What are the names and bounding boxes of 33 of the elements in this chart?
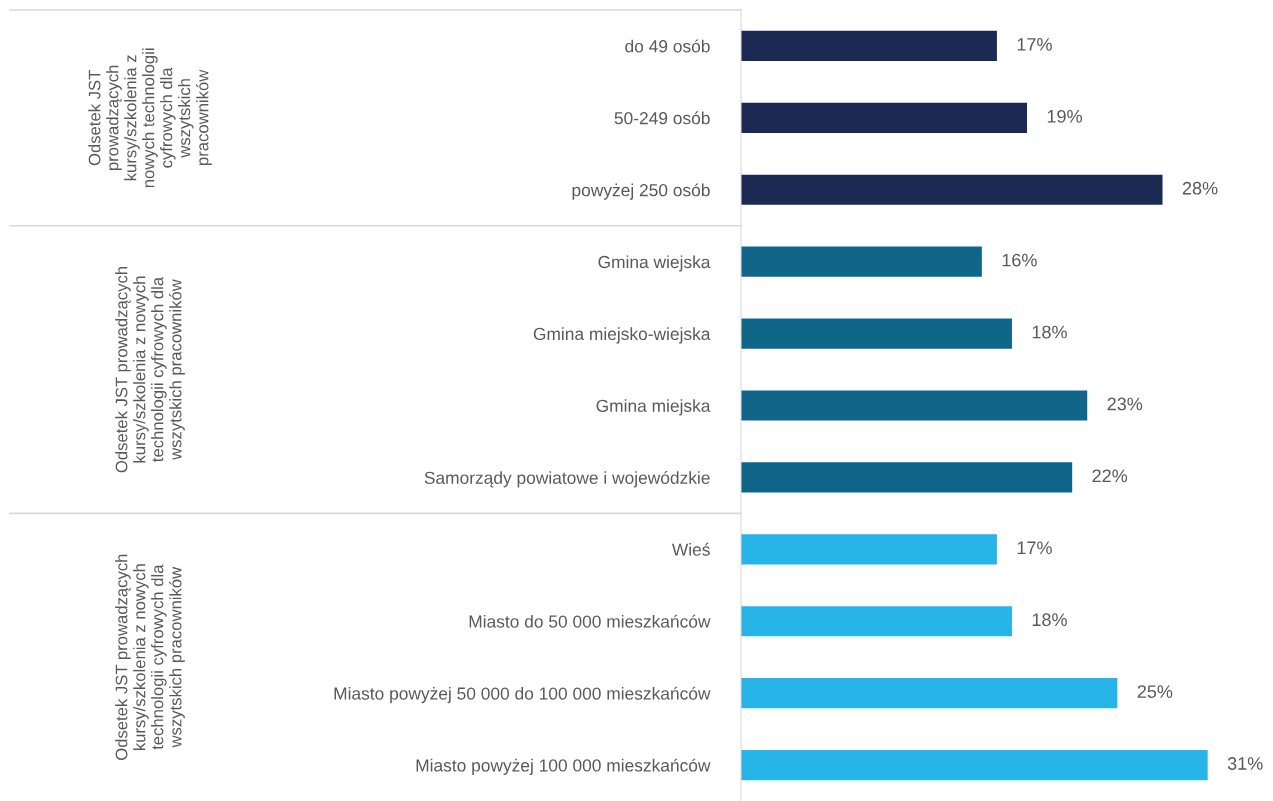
y-tick-label: powyżej 250 osób bbox=[572, 183, 710, 200]
y-axis-title: Odsetek JST prowadzących kursy/szkolenia z nowych technologii cyfrowych dla wszytskich pracowników bbox=[115, 554, 185, 760]
data-label: 31% bbox=[1227, 757, 1263, 770]
y-tick-label: Miasto do 50 000 mieszkańców bbox=[469, 614, 711, 628]
data-label: 16% bbox=[1002, 253, 1037, 267]
bar bbox=[741, 246, 982, 277]
data-label: 23% bbox=[1107, 397, 1143, 411]
data-label: 18% bbox=[1032, 325, 1067, 339]
y-tick-label: Gmina wiejska bbox=[598, 255, 711, 272]
data-label: 22% bbox=[1092, 469, 1128, 483]
data-label: 28% bbox=[1182, 181, 1218, 195]
bar bbox=[741, 749, 1208, 781]
data-label: 17% bbox=[1017, 38, 1052, 51]
y-tick-label: 50-249 osób bbox=[614, 111, 710, 125]
bar bbox=[741, 462, 1073, 493]
data-label: 18% bbox=[1032, 613, 1067, 627]
bar bbox=[741, 318, 1012, 349]
y-axis-title: Odsetek JST prowadzących kursy/szkolenia z nowych technologii cyfrowych dla wszytskich pracowników bbox=[88, 48, 212, 188]
y-tick-label: Miasto powyżej 50 000 do 100 000 mieszkańców bbox=[334, 686, 711, 704]
bar bbox=[741, 606, 1012, 637]
y-tick-label: do 49 osób bbox=[625, 39, 710, 53]
bar bbox=[741, 390, 1088, 421]
data-label: 17% bbox=[1017, 541, 1052, 555]
bar bbox=[741, 678, 1118, 709]
y-tick-label: Wieś bbox=[671, 542, 710, 556]
bar bbox=[741, 534, 997, 565]
data-label: 25% bbox=[1137, 685, 1173, 698]
y-tick-label: Gmina miejsko-wiejska bbox=[533, 327, 711, 344]
y-tick-label: Gmina miejska bbox=[596, 399, 711, 416]
data-label: 19% bbox=[1047, 109, 1082, 123]
y-axis-title: Odsetek JST prowadzących kursy/szkolenia z nowych technologii cyfrowych dla wszytskich pracowników bbox=[115, 267, 185, 473]
y-tick-label: Miasto powyżej 100 000 mieszkańców bbox=[416, 758, 711, 776]
y-tick-label: Samorządy powiatowe i wojewódzkie bbox=[424, 471, 710, 488]
